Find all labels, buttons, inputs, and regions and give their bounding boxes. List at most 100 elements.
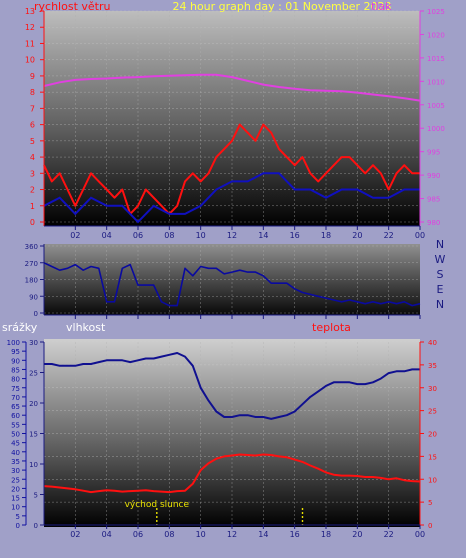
wind-tick-label: 4: [30, 153, 35, 162]
x-tick-label: 20: [352, 231, 362, 240]
precip-tick-label: 85: [11, 366, 20, 374]
chart-title: 24 hour graph day : 01 November 2023: [172, 0, 391, 13]
wind-tick-label: 2: [30, 186, 35, 195]
pressure-tick-label: 1000: [427, 125, 445, 133]
direction-line: [43, 262, 421, 307]
temperature-line: [43, 453, 421, 494]
x-tick-label: 14: [258, 231, 268, 240]
compass-label: N: [436, 298, 444, 311]
x-tick-label: 02: [70, 530, 80, 539]
precip-tick-label: 20: [11, 485, 20, 493]
precip-tick-label: 40: [11, 449, 20, 457]
wind-tick-label: 9: [30, 72, 35, 81]
compass-label: W: [435, 253, 446, 266]
x-tick-label: 00: [415, 530, 425, 539]
precip-tick-label: 60: [11, 412, 20, 420]
temperature-tick-label: 35: [428, 362, 437, 370]
wind-speed-label: rychlost větru: [34, 0, 110, 13]
pressure-tick-label: 1015: [427, 55, 445, 63]
sunrise-annotation: východ slunce: [125, 500, 190, 510]
wind-tick-label: 10: [25, 56, 35, 65]
x-tick-label: 18: [321, 231, 331, 240]
wind-tick-label: 1: [30, 202, 35, 211]
wind-tick-label: 5: [30, 137, 35, 146]
x-tick-label: 06: [133, 231, 143, 240]
precip-tick-label: 45: [11, 440, 20, 448]
pressure-tick-label: 990: [427, 172, 440, 180]
precip-tick-label: 80: [11, 376, 20, 384]
x-tick-label: 20: [352, 530, 362, 539]
x-tick-label: 10: [196, 530, 206, 539]
pressure-label: tlak: [371, 0, 392, 13]
x-tick-label: 08: [164, 530, 174, 539]
pressure-line: [43, 73, 421, 102]
temperature-tick-label: 15: [428, 453, 437, 461]
humidity-tick-label: 30: [29, 339, 38, 347]
wind-tick-label: 13: [25, 7, 35, 16]
wind-tick-label: 12: [25, 23, 35, 32]
pressure-tick-label: 985: [427, 196, 440, 204]
temperature-tick-label: 30: [428, 385, 437, 393]
wind-tick-label: 0: [30, 218, 35, 227]
x-tick-label: 16: [290, 530, 300, 539]
x-tick-label: 12: [227, 530, 237, 539]
humidity-tick-label: 0: [34, 522, 38, 530]
humidity-label: vlhkost: [66, 321, 106, 334]
wind-tick-label: 11: [25, 39, 35, 48]
wind-tick-label: 6: [30, 121, 35, 130]
x-tick-label: 06: [133, 530, 143, 539]
x-tick-label: 04: [102, 530, 112, 539]
precip-tick-label: 5: [16, 513, 20, 521]
x-tick-label: 16: [290, 231, 300, 240]
temperature-tick-label: 25: [428, 408, 437, 416]
x-tick-label: 04: [102, 231, 112, 240]
temperature-tick-label: 0: [428, 522, 432, 530]
precip-tick-label: 15: [11, 495, 20, 503]
precip-tick-label: 0: [16, 522, 20, 530]
x-tick-label: 00: [415, 231, 425, 240]
x-tick-label: 10: [196, 231, 206, 240]
direction-tick-label: 90: [29, 293, 38, 301]
humidity-tick-label: 5: [34, 492, 38, 500]
precip-tick-label: 55: [11, 421, 20, 429]
precip-tick-label: 75: [11, 385, 20, 393]
direction-tick-label: 360: [25, 243, 38, 251]
precip-tick-label: 30: [11, 467, 20, 475]
precip-tick-label: 35: [11, 458, 20, 466]
direction-tick-label: 0: [34, 310, 38, 318]
temperature-tick-label: 20: [428, 431, 437, 439]
precip-tick-label: 50: [11, 431, 20, 439]
humidity-tick-label: 25: [29, 370, 38, 378]
precip-tick-label: 90: [11, 357, 20, 365]
wind-avg-line: [43, 172, 420, 224]
wind-gust-line: [43, 123, 420, 215]
wind-tick-label: 3: [30, 169, 35, 178]
direction-tick-label: 180: [25, 277, 38, 285]
temperature-tick-label: 5: [428, 499, 432, 507]
precip-tick-label: 10: [11, 504, 20, 512]
humidity-tick-label: 15: [29, 431, 38, 439]
precipitation-label: srážky: [2, 321, 38, 334]
x-tick-label: 02: [70, 231, 80, 240]
x-tick-label: 08: [164, 231, 174, 240]
pressure-tick-label: 1005: [427, 102, 445, 110]
pressure-tick-label: 1020: [427, 31, 445, 39]
pressure-tick-label: 1025: [427, 8, 445, 16]
temperature-label: teplota: [312, 321, 351, 334]
pressure-tick-label: 995: [427, 149, 440, 157]
wind-tick-label: 8: [30, 88, 35, 97]
temperature-tick-label: 40: [428, 339, 437, 347]
precip-tick-label: 95: [11, 348, 20, 356]
precip-tick-label: 25: [11, 476, 20, 484]
temperature-tick-label: 10: [428, 476, 437, 484]
precip-tick-label: 100: [7, 339, 20, 347]
x-tick-label: 18: [321, 530, 331, 539]
pressure-tick-label: 980: [427, 219, 440, 227]
x-tick-label: 14: [258, 530, 268, 539]
x-tick-label: 12: [227, 231, 237, 240]
direction-tick-label: 270: [25, 260, 38, 268]
humidity-line: [44, 352, 420, 420]
humidity-tick-label: 20: [29, 400, 38, 408]
